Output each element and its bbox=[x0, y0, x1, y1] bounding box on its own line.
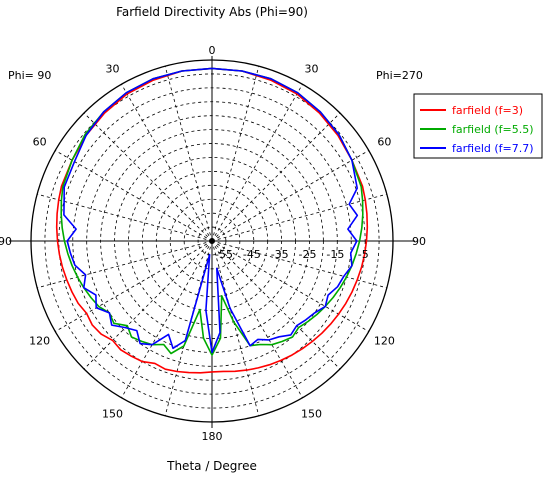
angle-labels: 0 30 60 90 120 150 180 150 120 90 60 30 bbox=[0, 44, 426, 443]
grid-spoke bbox=[121, 84, 213, 242]
angle-label: 180 bbox=[202, 430, 223, 443]
grid-spoke bbox=[211, 240, 303, 398]
grid-spoke bbox=[121, 240, 213, 398]
angle-label: 90 bbox=[0, 235, 12, 248]
phi-left-label: Phi= 90 bbox=[8, 69, 51, 82]
legend-label: farfield (f=7.7) bbox=[452, 142, 534, 155]
grid-spoke bbox=[37, 240, 213, 289]
chart-title: Farfield Directivity Abs (Phi=90) bbox=[116, 5, 308, 19]
grid-spoke bbox=[211, 240, 260, 416]
grid-spoke bbox=[211, 66, 260, 242]
radial-tick-label: -55 bbox=[215, 248, 233, 261]
legend-label: farfield (f=5.5) bbox=[452, 123, 534, 136]
radial-tick-label: -15 bbox=[326, 248, 344, 261]
legend: farfield (f=3) farfield (f=5.5) farfield (… bbox=[413, 93, 543, 159]
grid-spoke bbox=[211, 84, 303, 242]
angle-label: 60 bbox=[377, 136, 391, 149]
angle-label: 0 bbox=[209, 44, 216, 57]
grid-spoke bbox=[55, 240, 213, 332]
radial-tick-labels: -55 -45 -35 -25 -15 -5 bbox=[215, 248, 369, 261]
radial-tick-label: -35 bbox=[271, 248, 289, 261]
x-axis-label: Theta / Degree bbox=[166, 459, 257, 473]
series-curves bbox=[55, 67, 369, 374]
angle-label: 120 bbox=[374, 335, 395, 348]
radial-tick-label: -25 bbox=[299, 248, 317, 261]
grid-spoke bbox=[55, 150, 213, 242]
radial-tick-label: -5 bbox=[358, 248, 369, 261]
phi-right-label: Phi=270 bbox=[376, 69, 423, 82]
angle-label: 30 bbox=[106, 63, 120, 76]
grid-spoke bbox=[211, 240, 341, 370]
polar-grid bbox=[9, 56, 415, 428]
grid-spoke bbox=[211, 240, 369, 332]
outer-ring bbox=[30, 59, 394, 423]
grid-spoke bbox=[83, 112, 213, 242]
angle-label: 120 bbox=[29, 335, 50, 348]
angle-label: 150 bbox=[102, 407, 123, 420]
grid-spoke bbox=[211, 112, 341, 242]
grid-spoke bbox=[211, 193, 387, 242]
angle-label: 150 bbox=[301, 407, 322, 420]
grid-spoke bbox=[164, 66, 213, 242]
grid-spoke bbox=[211, 150, 369, 242]
grid-spoke bbox=[83, 240, 213, 370]
grid-spoke bbox=[37, 193, 213, 242]
angle-label: 60 bbox=[33, 136, 47, 149]
series-line-3 bbox=[63, 67, 359, 354]
radial-tick-label: -45 bbox=[243, 248, 261, 261]
angle-label: 30 bbox=[305, 63, 319, 76]
legend-label: farfield (f=3) bbox=[452, 104, 523, 117]
angle-label: 90 bbox=[412, 235, 426, 248]
